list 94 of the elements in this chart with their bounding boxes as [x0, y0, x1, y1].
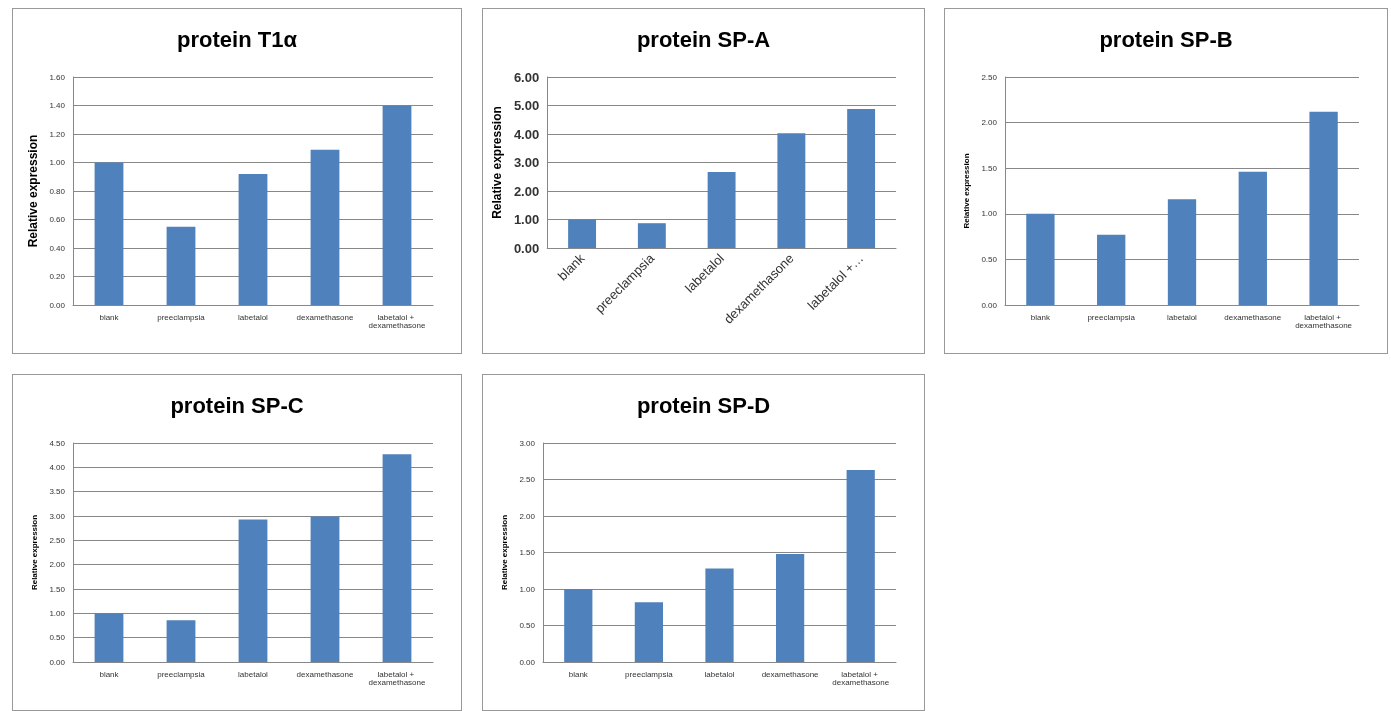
x-tick-label: preeclampsia: [157, 669, 206, 679]
bar: [1309, 111, 1338, 305]
x-tick-label: labetalol + dexamethasone: [368, 669, 427, 687]
x-tick-label: labetalol: [238, 312, 269, 322]
x-tick-label: preeclampsia: [625, 669, 674, 679]
x-tick-label: dexamethasone: [1224, 312, 1282, 322]
y-tick-label: 0.80: [49, 186, 66, 196]
bar: [564, 589, 593, 662]
y-tick-label: 1.00: [519, 584, 536, 594]
y-tick-label: 2.00: [513, 183, 540, 199]
y-tick-label: 2.00: [49, 560, 66, 570]
y-tick-label: 1.00: [49, 608, 66, 618]
y-tick-label: 1.50: [519, 548, 536, 557]
bar: [238, 519, 268, 662]
y-tick-label: 1.60: [49, 72, 66, 82]
chart-title: protein SP-C: [170, 392, 304, 418]
bar: [166, 226, 196, 305]
y-tick-label: 1.00: [513, 212, 540, 227]
bar: [568, 219, 597, 248]
bar: [777, 133, 806, 248]
y-axis-title: Relative expression: [25, 134, 40, 248]
x-tick-label: labetalol: [704, 669, 735, 679]
chart-title: protein SP-A: [636, 26, 771, 52]
x-tick-label: labetalol + dexamethasone: [832, 669, 890, 687]
y-tick-label: 4.00: [513, 126, 540, 142]
y-axis-title: Relative expression: [500, 514, 510, 591]
chart-title: protein T1α: [177, 26, 298, 52]
y-tick-label: 0.00: [513, 240, 540, 256]
y-tick-label: 6.00: [513, 69, 540, 85]
y-tick-label: 2.50: [49, 535, 66, 545]
y-tick-label: 5.00: [513, 98, 540, 113]
bar: [705, 568, 734, 662]
y-tick-label: 0.20: [49, 272, 66, 281]
x-tick-label: dexamethasone: [761, 669, 820, 679]
bar: [310, 149, 340, 305]
y-tick-label: 1.20: [49, 129, 66, 139]
y-tick-label: 0.50: [519, 621, 536, 630]
y-tick-label: 0.00: [981, 300, 998, 310]
bar: [1238, 171, 1267, 305]
y-tick-label: 0.40: [49, 243, 66, 253]
bar: [847, 108, 876, 248]
y-tick-label: 2.00: [981, 118, 998, 128]
y-tick-label: 1.50: [49, 584, 66, 594]
x-tick-label: labetalol: [1167, 312, 1198, 322]
y-tick-label: 3.00: [513, 155, 540, 170]
y-tick-label: 2.50: [981, 72, 998, 82]
y-tick-label: 0.00: [49, 657, 66, 667]
chart-title: protein SP-D: [636, 392, 771, 418]
y-tick-label: 4.50: [49, 438, 66, 448]
bar: [94, 162, 124, 305]
bar: [707, 171, 736, 248]
y-tick-label: 0.50: [981, 254, 998, 264]
y-tick-label: 3.00: [519, 438, 536, 448]
x-tick-label: preeclampsia: [1087, 312, 1136, 322]
y-tick-label: 3.00: [49, 511, 66, 521]
x-tick-label: labetalol + dexamethasone: [1295, 312, 1353, 330]
bar: [1167, 199, 1197, 305]
y-tick-label: 4.00: [49, 462, 66, 472]
y-tick-label: 2.00: [519, 511, 536, 521]
y-tick-label: 0.00: [49, 300, 66, 310]
bar: [94, 613, 124, 662]
bar: [775, 553, 805, 662]
y-axis-title: Relative expression: [30, 514, 40, 591]
y-tick-label: 2.50: [519, 475, 536, 484]
bar: [637, 223, 666, 248]
bar: [382, 105, 412, 305]
y-tick-label: 0.60: [49, 215, 66, 224]
y-tick-label: 0.50: [49, 633, 66, 643]
x-tick-label: blank: [1030, 312, 1051, 322]
y-tick-label: 0.00: [519, 657, 536, 667]
y-axis-title: Relative expression: [490, 106, 504, 219]
x-tick-label: blank: [99, 312, 120, 322]
chart-title: protein SP-B: [1099, 26, 1233, 52]
y-tick-label: 1.00: [981, 209, 998, 219]
x-tick-label: labetalol: [238, 669, 269, 679]
x-tick-label: dexamethasone: [296, 669, 355, 679]
bar: [1026, 213, 1055, 305]
bar: [382, 454, 412, 662]
y-tick-label: 1.00: [49, 158, 66, 167]
bar: [310, 516, 340, 662]
y-axis-title: Relative expression: [962, 153, 972, 229]
bar: [238, 173, 268, 305]
y-tick-label: 1.40: [49, 101, 66, 110]
x-tick-label: preeclampsia: [157, 312, 206, 322]
bar: [1097, 234, 1126, 305]
x-tick-label: blank: [99, 669, 120, 679]
x-tick-label: blank: [568, 669, 589, 679]
bar: [166, 620, 196, 662]
bar: [846, 470, 875, 662]
bar: [634, 602, 664, 662]
y-tick-label: 3.50: [49, 487, 66, 497]
y-tick-label: 1.50: [981, 163, 998, 173]
x-tick-label: labetalol + dexamethasone: [368, 312, 427, 330]
x-tick-label: dexamethasone: [296, 312, 355, 322]
